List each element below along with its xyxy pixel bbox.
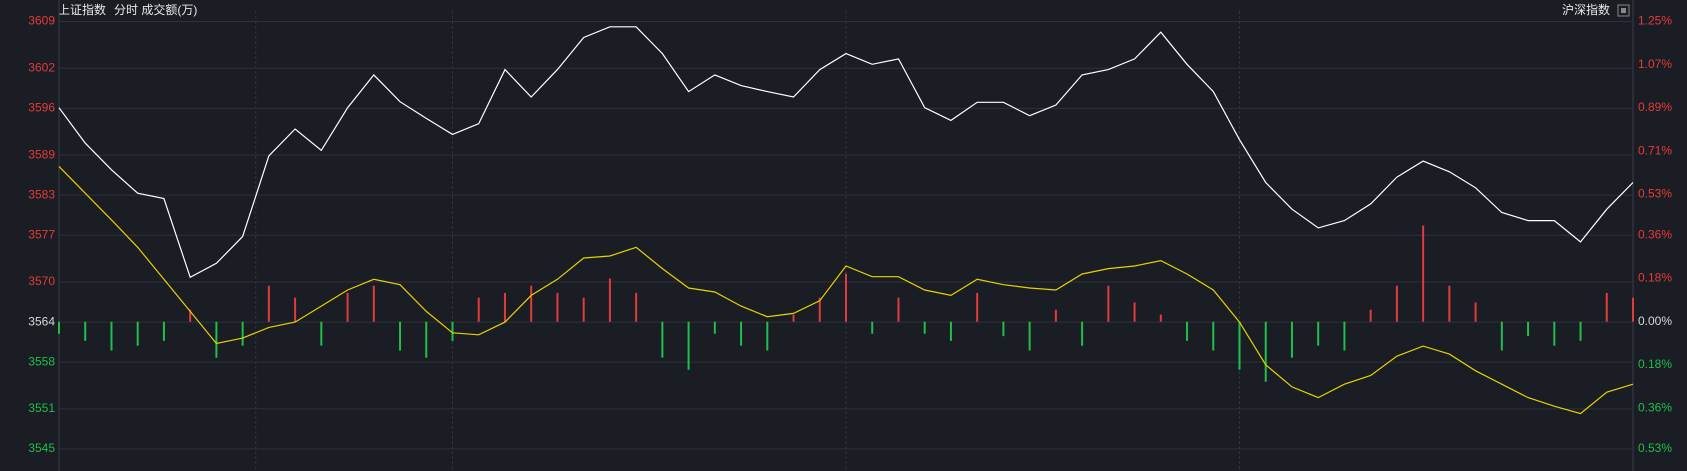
y2-tick-label: 0.53%	[1638, 441, 1672, 455]
y-tick-label: 3596	[28, 101, 55, 115]
price-line	[58, 165, 1634, 415]
y2-tick-label: 0.18%	[1638, 271, 1672, 285]
toggle-icon-inner	[1621, 8, 1626, 13]
y2-tick-label: 1.07%	[1638, 57, 1672, 71]
y-tick-label: 3570	[28, 274, 55, 288]
y-tick-label: 3564	[28, 314, 55, 328]
toggle-icon[interactable]	[1617, 4, 1630, 17]
index-label: 沪深指数	[1562, 2, 1610, 17]
y-tick-label: 3545	[28, 441, 55, 455]
y2-tick-label: 0.89%	[1638, 100, 1672, 114]
y2-tick-label: 0.53%	[1638, 187, 1672, 201]
y2-tick-label: 0.00%	[1638, 314, 1672, 328]
y2-tick-label: 0.71%	[1638, 143, 1672, 157]
y-tick-label: 3589	[28, 147, 55, 161]
y2-tick-label: 0.18%	[1638, 357, 1672, 371]
chart-title: 上证指数	[58, 2, 106, 17]
y-tick-label: 3558	[28, 354, 55, 368]
y-tick-label: 3609	[28, 14, 55, 28]
chart-subtitle: 分时 成交额(万)	[114, 2, 197, 17]
y2-tick-label: 0.36%	[1638, 400, 1672, 414]
y2-tick-label: 1.25%	[1638, 14, 1672, 28]
y2-tick-label: 0.36%	[1638, 227, 1672, 241]
y-tick-label: 3577	[28, 227, 55, 241]
y-tick-label: 3583	[28, 187, 55, 201]
y-tick-label: 3551	[28, 401, 55, 415]
price-line	[58, 26, 1634, 279]
y-tick-label: 3602	[28, 60, 55, 74]
